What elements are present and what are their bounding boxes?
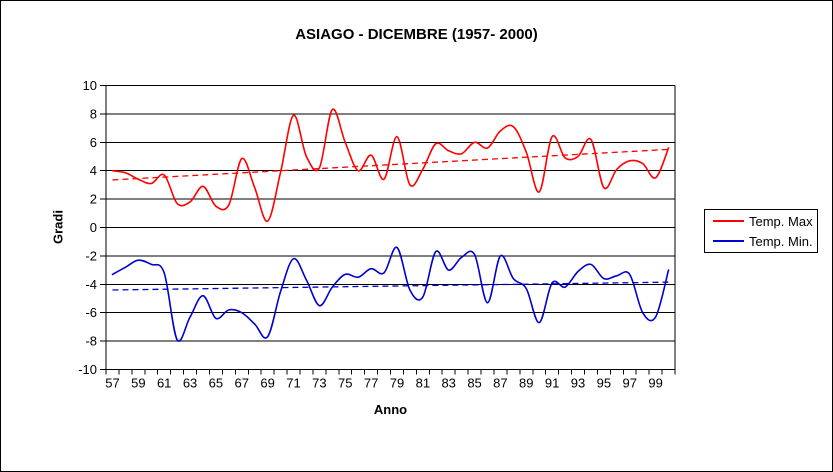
x-tick-label-91: 91 <box>545 376 559 391</box>
x-tick-label-77: 77 <box>364 376 378 391</box>
temp-min-trend-line <box>112 281 669 291</box>
x-tick-label-97: 97 <box>623 376 637 391</box>
x-tick-label-93: 93 <box>571 376 585 391</box>
legend-item-temp-min: Temp. Min. <box>705 231 817 251</box>
temp-max-series-line <box>111 108 670 222</box>
x-tick-label-89: 89 <box>519 376 533 391</box>
x-tick-label-87: 87 <box>493 376 507 391</box>
y-tick-label-8: 8 <box>90 106 97 121</box>
legend: Temp. Max Temp. Min. <box>704 209 818 253</box>
temp-max-trend-line <box>112 148 669 181</box>
x-tick-label-71: 71 <box>286 376 300 391</box>
y-tick-label-6: 6 <box>90 135 97 150</box>
legend-label-temp-min: Temp. Min. <box>749 233 813 249</box>
y-tick-label--6: -6 <box>85 305 97 320</box>
temp-max-line-sample <box>713 220 744 222</box>
temp-min-line-sample <box>713 240 744 242</box>
legend-label-temp-max: Temp. Max <box>749 213 813 229</box>
x-tick-label-57: 57 <box>105 376 119 391</box>
x-tick-label-73: 73 <box>312 376 326 391</box>
x-tick-label-99: 99 <box>648 376 662 391</box>
x-tick-label-65: 65 <box>209 376 223 391</box>
x-tick-label-79: 79 <box>390 376 404 391</box>
x-axis-title: Anno <box>373 402 408 417</box>
x-tick-label-95: 95 <box>597 376 611 391</box>
y-tick-label-4: 4 <box>90 163 97 178</box>
x-tick-label-67: 67 <box>235 376 249 391</box>
x-tick-label-85: 85 <box>467 376 481 391</box>
x-tick-label-75: 75 <box>338 376 352 391</box>
y-tick-label--4: -4 <box>85 277 97 292</box>
x-tick-label-69: 69 <box>260 376 274 391</box>
temp-min-series-line <box>111 246 670 342</box>
legend-item-temp-max: Temp. Max <box>705 211 817 231</box>
x-tick-label-61: 61 <box>157 376 171 391</box>
y-tick-label-2: 2 <box>90 192 97 207</box>
y-tick-label-10: 10 <box>83 78 97 93</box>
x-tick-label-59: 59 <box>131 376 145 391</box>
x-tick-label-81: 81 <box>416 376 430 391</box>
chart-title: ASIAGO - DICEMBRE (1957- 2000) <box>295 26 538 43</box>
x-tick-label-63: 63 <box>183 376 197 391</box>
y-tick-label--8: -8 <box>85 334 97 349</box>
x-tick-label-83: 83 <box>441 376 455 391</box>
y-tick-label--10: -10 <box>78 362 97 377</box>
y-tick-label--2: -2 <box>85 248 97 263</box>
y-tick-label-0: 0 <box>90 220 97 235</box>
